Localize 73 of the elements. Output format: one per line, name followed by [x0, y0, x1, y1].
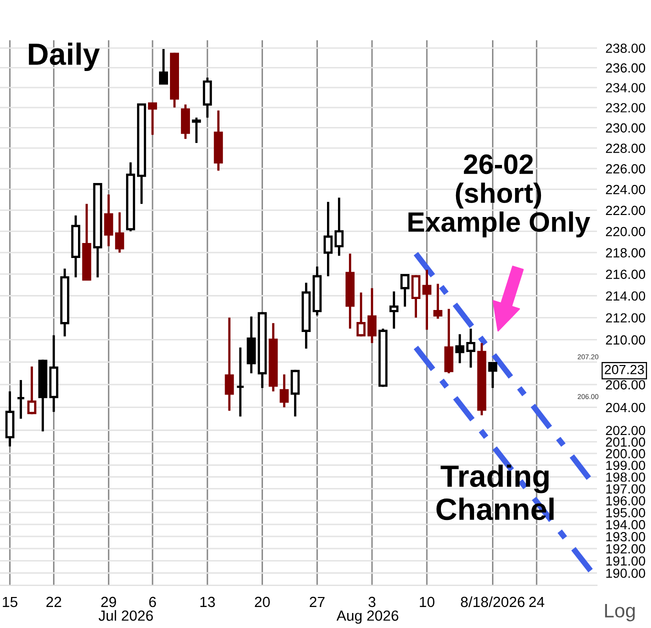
y-tick-label: 236.00 [606, 63, 646, 73]
candlestick [16, 378, 26, 420]
y-tick-label: 195.00 [606, 508, 646, 518]
x-tick-label: 20 [254, 596, 270, 608]
y-tick-label: 197.00 [606, 484, 646, 494]
candlestick [192, 116, 201, 144]
x-tick-label: 8/18/2026 [460, 596, 525, 608]
text: 207.23 [604, 364, 644, 374]
y-tick-label: 234.00 [606, 83, 646, 92]
y-tick-label: 201.00 [606, 437, 646, 447]
y-tick-label: 191.00 [606, 556, 646, 566]
text: Aug 2026 [336, 610, 398, 624]
candlestick [488, 360, 498, 390]
candlestick [433, 282, 442, 320]
y-tick-label: 199.00 [606, 460, 646, 470]
x-tick-label: 10 [420, 596, 434, 608]
candlestick [280, 373, 289, 408]
y-tick-label: 198.00 [606, 472, 646, 482]
y-tick-label: 230.00 [606, 123, 646, 133]
y-tick-label: 190.00 [606, 568, 646, 578]
y-tick-label: 226.00 [606, 164, 646, 174]
x-tick-label: 6 [149, 596, 156, 608]
y-tick-label: 206.00 [606, 380, 646, 390]
candlestick [422, 268, 432, 331]
candlestick [27, 365, 36, 416]
candlestick [444, 308, 454, 374]
x-tick-label: 29 [101, 596, 116, 608]
y-tick-label: 202.00 [606, 426, 646, 436]
y-tick-label: 224.00 [606, 184, 646, 194]
y-tick-label: 192.00 [606, 544, 646, 554]
x-tick-label: 3 [368, 596, 376, 608]
text: Log [605, 604, 635, 622]
candlestick [158, 48, 168, 86]
x-tick-label: 22 [46, 596, 62, 607]
y-tick-label: 196.00 [606, 496, 646, 506]
x-tick-label: 15 [2, 596, 18, 608]
y-tick-label: 218.00 [606, 248, 646, 258]
annotation: 26-02 (short) Example Only [408, 154, 590, 238]
y-tick-label: 204.00 [606, 402, 646, 412]
candlestick [104, 193, 114, 248]
y-tick-label: 238.00 [606, 44, 646, 53]
y-tick-label: 228.00 [606, 144, 646, 153]
candlestick [180, 103, 190, 140]
candlestick [455, 333, 464, 364]
y-tick-label: 216.00 [606, 270, 646, 279]
candlestick [367, 287, 377, 344]
y-tick-label: 200.00 [606, 449, 646, 458]
candlestick [411, 274, 420, 319]
y-tick-label: 222.00 [606, 206, 646, 216]
y-tick-label: 194.00 [606, 520, 646, 530]
candlestick [202, 76, 212, 119]
text: Jul 2026 [98, 610, 153, 621]
candlestick [236, 346, 245, 418]
y-tick-label: 214.00 [606, 291, 646, 301]
candlestick [389, 290, 398, 330]
x-tick-label: 13 [200, 596, 215, 608]
candlestick [115, 211, 124, 254]
x-tick-label: 27 [310, 596, 325, 607]
y-tick-label: 220.00 [606, 226, 646, 236]
candlestick [466, 328, 476, 369]
candlestick [224, 316, 234, 412]
y-tick-label: 232.00 [606, 103, 646, 112]
y-tick-label: 212.00 [606, 313, 646, 323]
candlestick [400, 272, 410, 308]
candlestick [356, 291, 366, 338]
candlestick [290, 368, 300, 418]
x-tick-label: 24 [529, 596, 544, 607]
chart-title: Daily [28, 42, 100, 72]
candlestick [334, 196, 344, 257]
y-tick-label: 193.00 [606, 532, 646, 542]
y-tick-label: 210.00 [606, 335, 646, 345]
candlestick [324, 200, 333, 278]
candlestick [148, 101, 158, 136]
